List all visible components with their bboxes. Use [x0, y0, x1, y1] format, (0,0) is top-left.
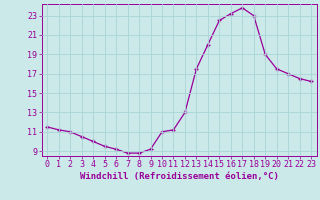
X-axis label: Windchill (Refroidissement éolien,°C): Windchill (Refroidissement éolien,°C)	[80, 172, 279, 181]
